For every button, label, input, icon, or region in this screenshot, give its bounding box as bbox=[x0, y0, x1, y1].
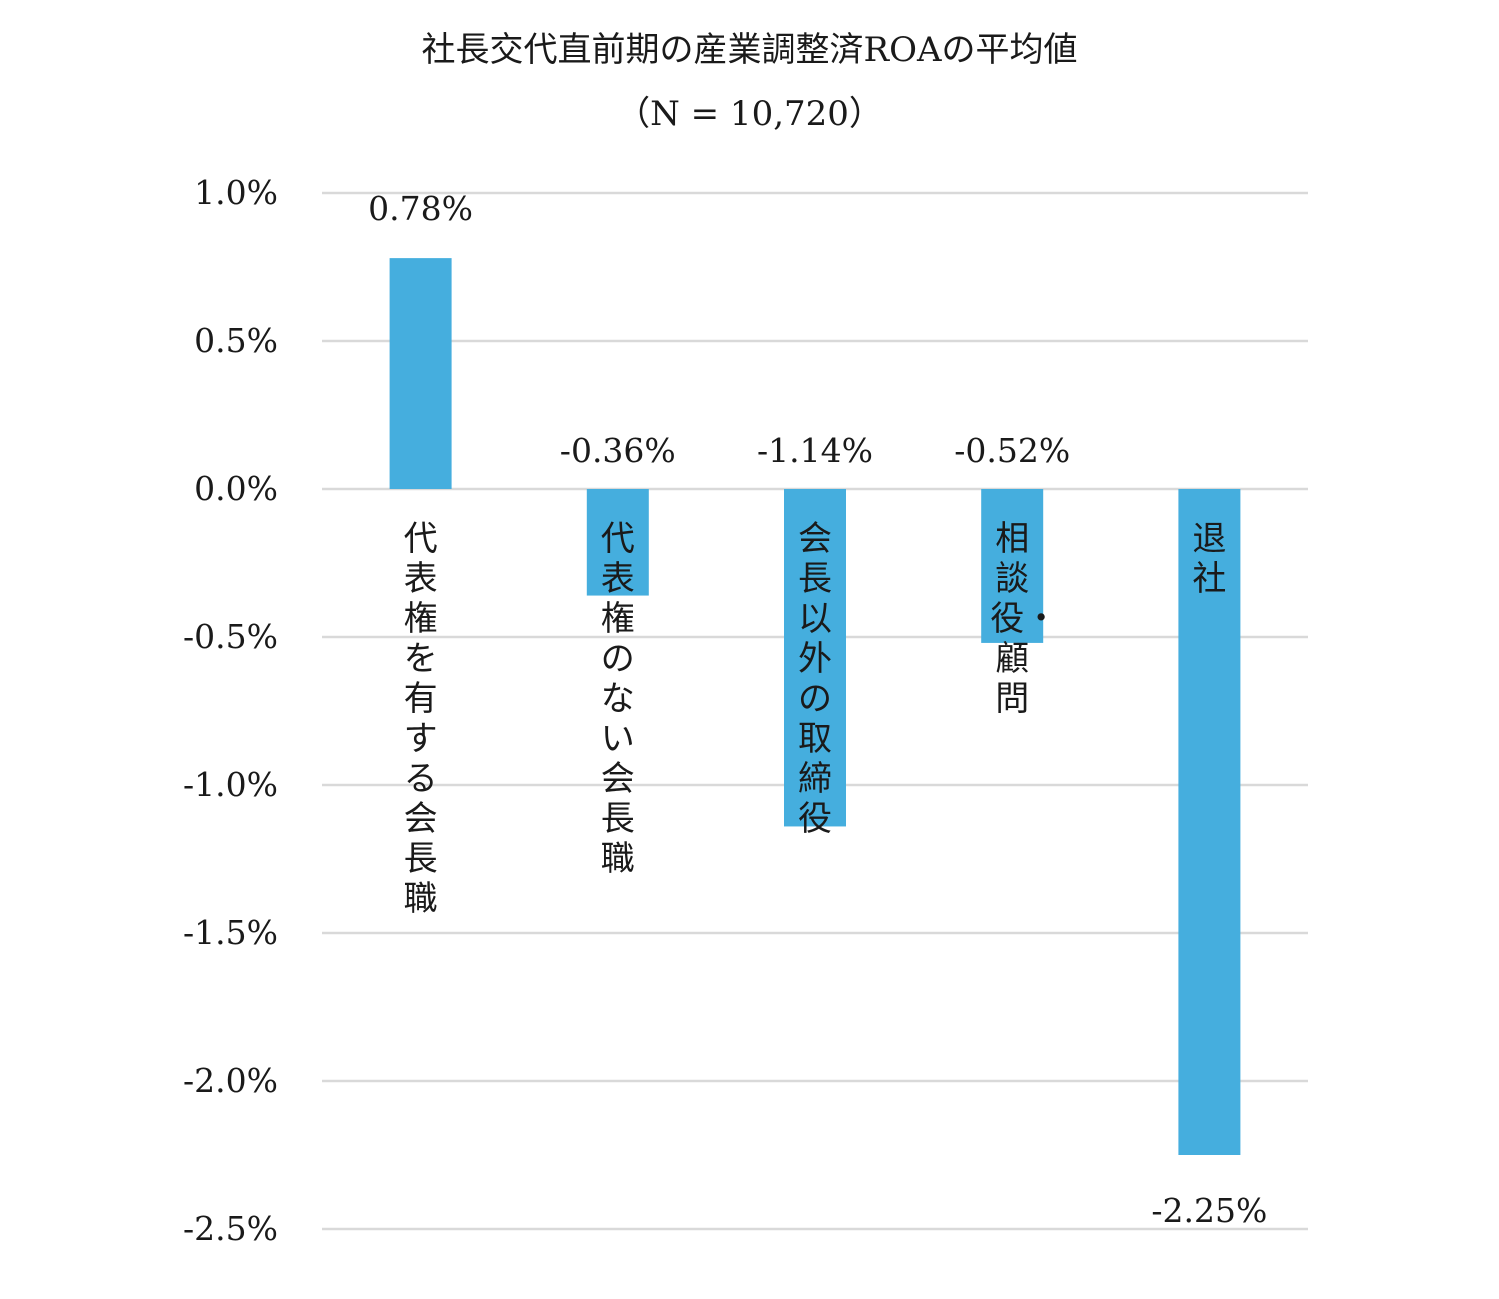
data-label: -2.25% bbox=[1151, 1191, 1267, 1230]
category-label: 相談役・顧問 bbox=[990, 519, 1059, 719]
y-tick-label: 0.0% bbox=[194, 469, 278, 508]
y-tick-label: -2.5% bbox=[183, 1209, 278, 1248]
y-tick-label: -2.0% bbox=[183, 1061, 278, 1100]
bar bbox=[1178, 489, 1241, 1155]
category-label: 代表権を有する会長職 bbox=[403, 519, 438, 919]
bar bbox=[981, 489, 1044, 643]
data-label: -0.36% bbox=[560, 431, 676, 470]
y-tick-label: -1.0% bbox=[183, 765, 278, 804]
category-label: 退社 bbox=[1192, 519, 1227, 599]
category-label: 会長以外の取締役 bbox=[798, 519, 832, 839]
data-label: 0.78% bbox=[368, 189, 473, 228]
y-tick-label: 1.0% bbox=[194, 173, 278, 212]
data-label: -1.14% bbox=[757, 431, 873, 470]
chart-subtitle: （N = 10,720） bbox=[616, 94, 883, 134]
data-label: -0.52% bbox=[954, 431, 1070, 470]
bar bbox=[784, 489, 846, 827]
bar bbox=[389, 258, 452, 489]
y-tick-label: 0.5% bbox=[194, 321, 278, 360]
y-tick-label: -0.5% bbox=[183, 617, 278, 656]
category-label: 代表権のない会長職 bbox=[600, 519, 635, 879]
bar bbox=[586, 489, 649, 596]
y-tick-label: -1.5% bbox=[183, 913, 278, 952]
chart-title: 社長交代直前期の産業調整済ROAの平均値 bbox=[421, 30, 1078, 70]
